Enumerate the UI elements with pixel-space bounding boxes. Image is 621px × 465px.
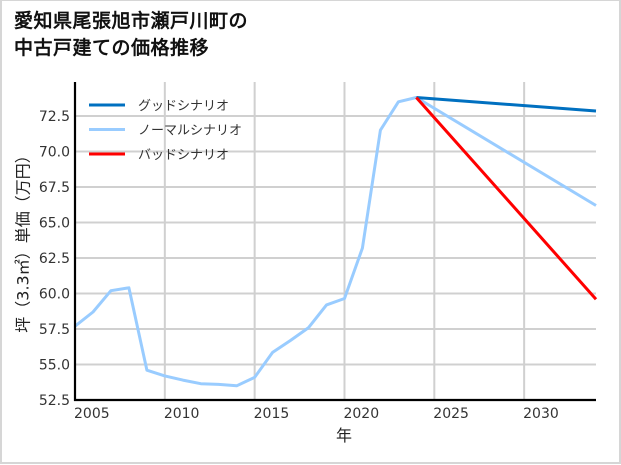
chart-title-line-1: 愛知県尾張旭市瀬戸川町の xyxy=(14,10,249,32)
y-tick-label: 52.5 xyxy=(39,393,70,409)
x-tick-label: 2030 xyxy=(523,406,559,422)
y-tick-label: 57.5 xyxy=(39,322,70,338)
x-tick-label: 2020 xyxy=(343,406,379,422)
legend-label: グッドシナリオ xyxy=(138,99,229,114)
y-tick-label: 65.0 xyxy=(39,216,70,232)
y-tick-label: 72.5 xyxy=(39,109,70,125)
legend-item: バッドシナリオ xyxy=(89,148,229,163)
x-axis-title: 年 xyxy=(336,426,352,445)
x-tick-labels: 2005 2010 2015 2020 2025 2030 xyxy=(74,406,559,422)
y-tick-label: 55.0 xyxy=(39,358,70,374)
y-axis-title: 坪（3.3㎡）単価（万円） xyxy=(14,147,33,332)
forecast-line-1 xyxy=(416,96,597,113)
legend-item: ノーマルシナリオ xyxy=(89,124,242,139)
x-tick-label: 2010 xyxy=(164,406,200,422)
axes xyxy=(73,82,596,402)
forecast-line-2 xyxy=(415,96,597,207)
x-tick-label: 2005 xyxy=(74,406,110,422)
legend-item: グッドシナリオ xyxy=(89,99,229,114)
legend-label: バッドシナリオ xyxy=(138,148,229,163)
chart-title: 愛知県尾張旭市瀬戸川町の 中古戸建ての価格推移 xyxy=(14,8,248,62)
y-tick-label: 70.0 xyxy=(39,145,70,161)
y-tick-label: 67.5 xyxy=(39,180,70,196)
legend-label: ノーマルシナリオ xyxy=(138,124,242,139)
series-lines xyxy=(74,96,598,388)
x-tick-label: 2025 xyxy=(433,406,469,422)
forecast-line-3 xyxy=(415,96,598,301)
historical-line-0 xyxy=(74,96,417,388)
y-tick-labels: 52.5 55.0 57.5 60.0 62.5 65.0 67.5 70.0 72.5 xyxy=(39,109,70,409)
chart-title-line-2: 中古戸建ての価格推移 xyxy=(14,37,210,59)
y-tick-label: 60.0 xyxy=(39,287,70,303)
y-tick-label: 62.5 xyxy=(39,251,70,267)
x-tick-label: 2015 xyxy=(254,406,290,422)
